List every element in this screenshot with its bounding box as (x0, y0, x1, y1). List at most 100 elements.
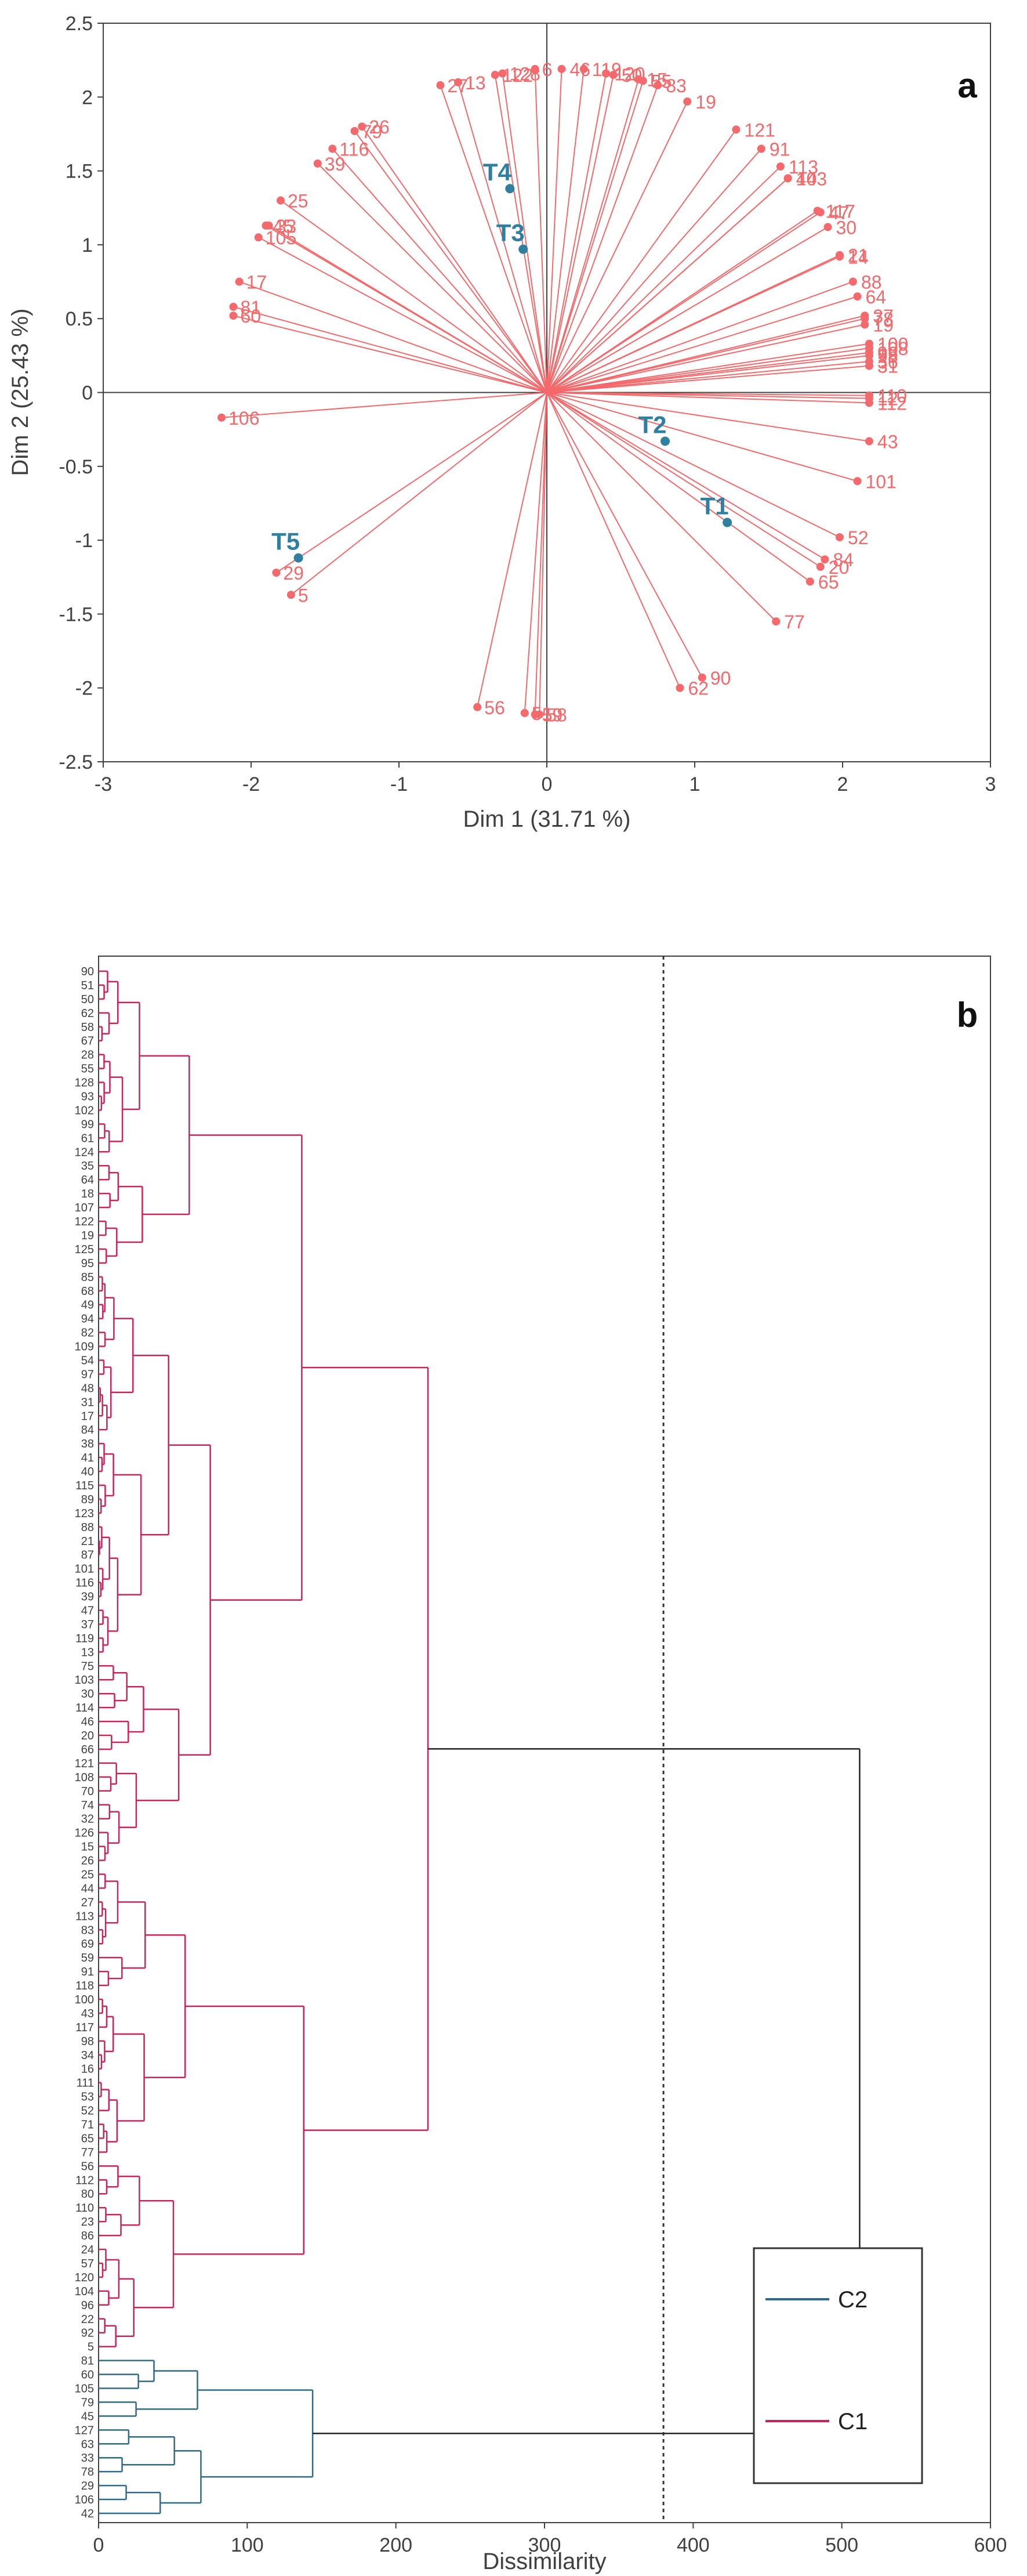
loading-label: 47 (829, 202, 850, 223)
leaf-label: 126 (75, 1827, 94, 1840)
leaf-label: 95 (81, 1257, 94, 1270)
leaf-label: 61 (81, 1132, 94, 1145)
loading-label: 113 (789, 157, 818, 178)
dendrogram-axes: 0 100 200 300 400 500 600 (93, 2523, 1007, 2556)
supplementary-label: T2 (638, 411, 666, 439)
loading-point (732, 125, 741, 134)
loading-vector (546, 392, 821, 567)
leaf-label: 103 (75, 1674, 94, 1687)
loading-point (454, 78, 462, 86)
leaf-label: 113 (75, 1910, 94, 1923)
leaf-label: 30 (81, 1688, 94, 1701)
y-tick-label: 0 (82, 382, 93, 404)
leaf-label: 47 (81, 1605, 94, 1618)
y-tick-label: -1 (75, 530, 93, 552)
leaf-label: 84 (81, 1424, 94, 1437)
loading-point (772, 617, 781, 626)
loading-vector (361, 126, 547, 393)
loading-vector (539, 392, 547, 715)
loading-label: 17 (246, 272, 267, 293)
loading-label: 44 (796, 168, 817, 189)
loading-vector (546, 178, 789, 393)
loading-label: 112 (877, 393, 907, 414)
loading-label: 55 (651, 71, 672, 92)
loading-label: 29 (283, 563, 304, 584)
leaf-label: 75 (81, 1660, 94, 1673)
leaf-label: 86 (81, 2230, 94, 2242)
leaf-label: 43 (81, 2007, 94, 2020)
leaf-label: 122 (75, 1215, 94, 1228)
leaf-label: 88 (81, 1521, 94, 1534)
loading-point (520, 708, 529, 717)
loading-vector (317, 163, 547, 393)
loading-vector (546, 68, 563, 393)
leaf-label: 89 (81, 1493, 94, 1506)
leaf-label: 71 (81, 2119, 94, 2132)
loading-vector (546, 392, 776, 622)
loading-vector (546, 361, 869, 393)
y-tick-label: 2.5 (66, 13, 93, 35)
loading-label: 26 (369, 117, 390, 138)
x-tick-label: 500 (825, 2534, 858, 2556)
loading-vector (440, 85, 547, 393)
loading-point (654, 81, 662, 89)
loading-point (436, 81, 445, 89)
dendrogram-x-axis-title: Dissimilarity (482, 2549, 606, 2574)
x-tick-label: 0 (93, 2534, 104, 2556)
leaf-label: 79 (81, 2396, 94, 2409)
loading-point (535, 710, 544, 719)
loading-label: 88 (861, 272, 882, 293)
loading-vector (546, 226, 829, 393)
leaf-label: 44 (81, 1882, 94, 1895)
dendrogram-tree (99, 970, 861, 2515)
leaf-label: 121 (75, 1757, 94, 1770)
loading-vector (494, 74, 547, 393)
loading-vector (546, 343, 870, 393)
leaf-label: 115 (75, 1479, 94, 1492)
loading-label: 60 (240, 306, 261, 327)
loading-vector (546, 392, 811, 583)
pca-x-axis-title: Dim 1 (31.71 %) (463, 806, 631, 832)
loading-point (473, 703, 482, 711)
loading-label: 81 (240, 297, 261, 318)
loading-point (865, 437, 873, 446)
leaf-label: 120 (75, 2271, 94, 2284)
loading-point (229, 302, 238, 311)
leaf-label: 82 (81, 1327, 94, 1340)
loading-vector (233, 315, 547, 393)
loading-label: 100 (877, 334, 908, 354)
y-tick-label: 0.5 (66, 308, 93, 330)
loading-point (272, 569, 281, 577)
leaf-label: 70 (81, 1785, 94, 1798)
loading-point (229, 312, 238, 320)
leaf-label: 49 (81, 1299, 94, 1312)
leaf-label: 105 (75, 2382, 94, 2395)
loading-point (491, 71, 499, 79)
loading-vector (332, 148, 547, 393)
loading-point (217, 413, 226, 422)
loading-point (698, 673, 706, 682)
loading-point (783, 174, 792, 183)
loading-vector (546, 73, 607, 393)
leaf-label: 58 (81, 1021, 94, 1034)
leaf-label: 97 (81, 1368, 94, 1381)
leaf-label: 63 (81, 2438, 94, 2451)
leaf-label: 59 (81, 1952, 94, 1964)
loading-point (861, 320, 869, 329)
panel-letter-b: b (957, 996, 978, 1034)
leaf-label: 116 (75, 1577, 94, 1590)
supplementary-point (723, 518, 732, 527)
loading-label: 103 (796, 168, 827, 189)
legend-label-c2: C2 (838, 2287, 868, 2313)
pca-loading-vectors: 1061781601053345253911679262713122128646… (217, 59, 908, 726)
pca-axes: -3 -2 -1 0 1 2 3-2.5-2-1.5-1-0.500.511.522.5 (59, 13, 996, 795)
loading-label: 77 (784, 612, 805, 632)
leaf-label: 102 (75, 1104, 94, 1117)
leaf-label: 98 (81, 2035, 94, 2048)
loading-label: 116 (339, 139, 369, 160)
leaf-label: 99 (81, 1118, 94, 1131)
x-tick-label: -1 (390, 773, 408, 795)
leaf-label: 21 (81, 1535, 94, 1548)
loading-vector (546, 392, 825, 560)
loading-point (350, 126, 359, 135)
